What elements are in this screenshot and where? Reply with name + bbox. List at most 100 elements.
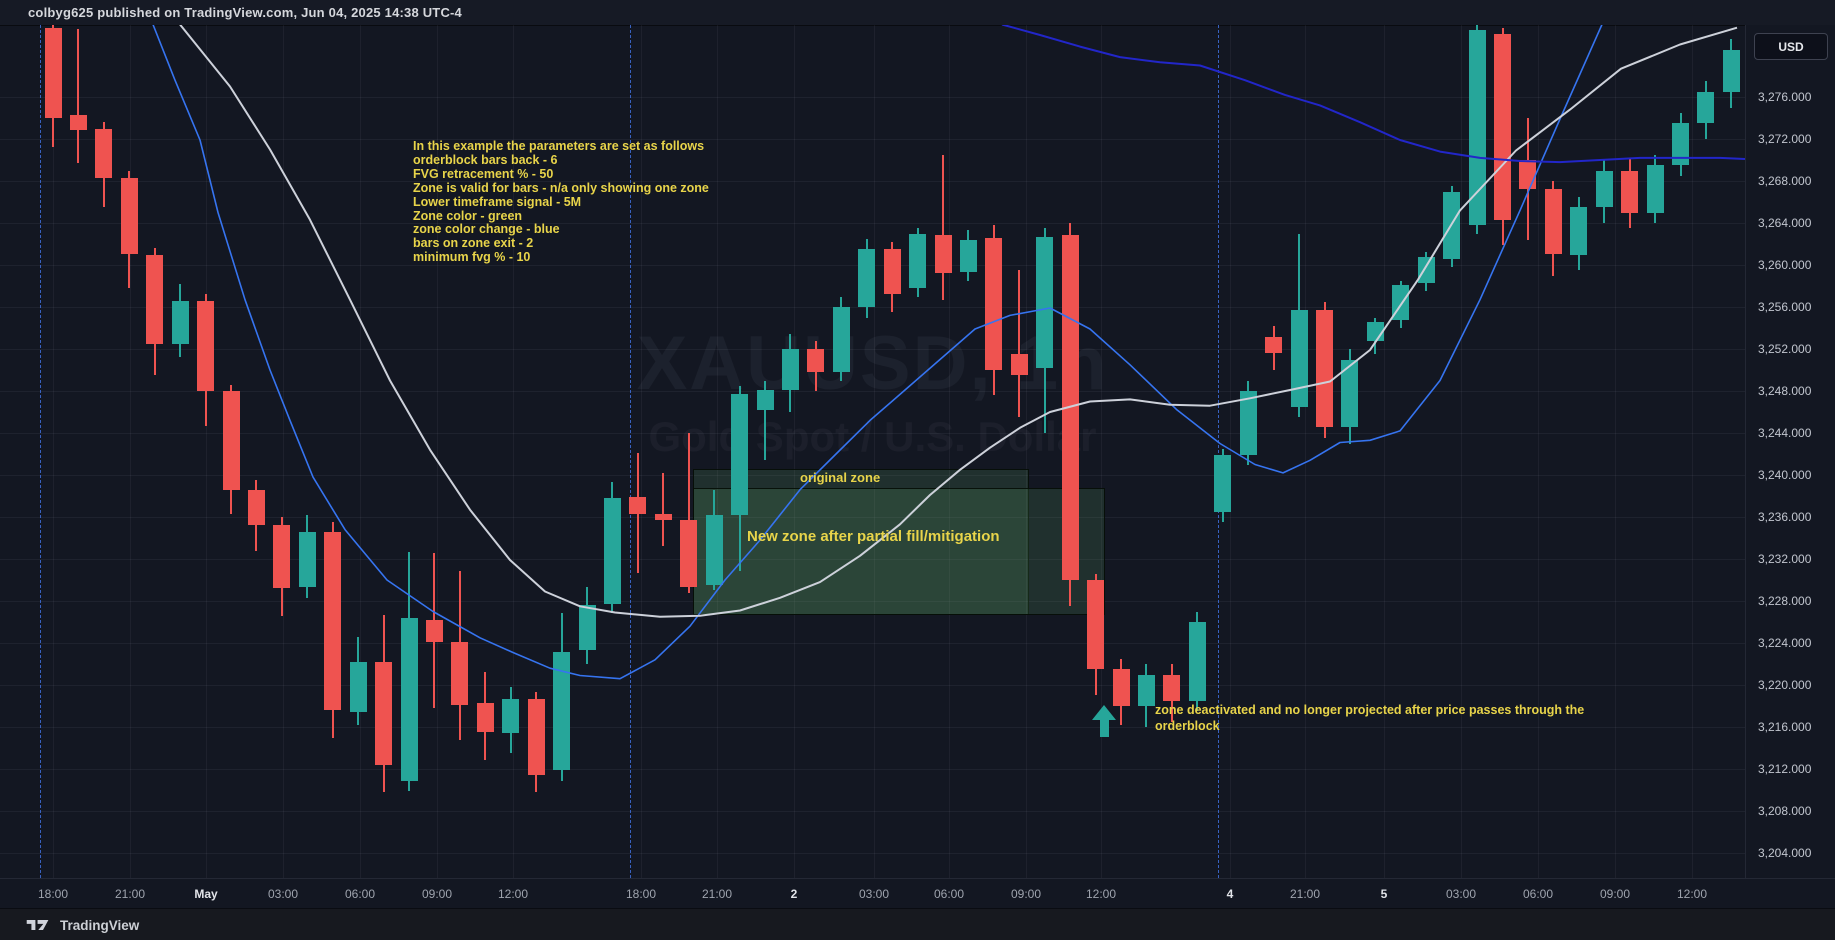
time-gridline bbox=[1538, 25, 1539, 878]
candle-body bbox=[1672, 123, 1690, 166]
candle-body bbox=[1544, 189, 1562, 255]
up-arrow-head bbox=[1092, 705, 1116, 720]
candle-body bbox=[1646, 165, 1664, 213]
candle-body bbox=[69, 114, 87, 130]
candle-body bbox=[731, 394, 749, 515]
price-axis[interactable]: USD 3,276.000 3,272.000 3,268.000 3,264.000… bbox=[1745, 25, 1835, 878]
watermark-symbol: XAUUSD, 1h bbox=[636, 321, 1109, 406]
parameter-line: FVG retracement % - 50 bbox=[413, 166, 554, 181]
time-axis-label: 2 bbox=[790, 887, 798, 901]
price-axis-label: 3,260.000 bbox=[1758, 258, 1812, 272]
up-arrow-marker[interactable] bbox=[1092, 705, 1116, 737]
candle-body bbox=[1265, 337, 1283, 354]
candle-body bbox=[654, 513, 672, 521]
candle-body bbox=[476, 702, 494, 733]
tradingview-logo[interactable] bbox=[26, 917, 52, 933]
price-gridline bbox=[0, 727, 1745, 728]
candle-body bbox=[1494, 34, 1511, 220]
time-gridline bbox=[1305, 25, 1306, 878]
candle-wick bbox=[942, 154, 945, 300]
candle-body bbox=[95, 128, 113, 178]
publish-banner-text: colbyg625 published on TradingView.com, … bbox=[28, 5, 462, 20]
tradingview-brand[interactable]: TradingView bbox=[60, 917, 140, 933]
deactivation-note-line2: orderblock bbox=[1155, 718, 1220, 733]
candle-body bbox=[1112, 669, 1130, 706]
price-axis-label: 3,212.000 bbox=[1758, 762, 1812, 776]
candle-body bbox=[425, 619, 443, 642]
time-axis-label: 18:00 bbox=[37, 887, 69, 901]
time-axis-label: 12:00 bbox=[1085, 887, 1117, 901]
long-ma-darkblue bbox=[1001, 25, 1745, 164]
time-gridline bbox=[360, 25, 361, 878]
candle-body bbox=[807, 349, 825, 373]
price-gridline bbox=[0, 307, 1745, 308]
candle-body bbox=[1163, 674, 1181, 701]
price-axis-label: 3,228.000 bbox=[1758, 594, 1812, 608]
candle-body bbox=[197, 300, 215, 391]
candle-wick bbox=[1018, 270, 1021, 418]
candle-body bbox=[1621, 170, 1639, 213]
price-axis-label: 3,256.000 bbox=[1758, 300, 1812, 314]
time-gridline bbox=[1101, 25, 1102, 878]
parameter-line: Lower timeframe signal - 5M bbox=[413, 194, 582, 209]
price-axis-label: 3,248.000 bbox=[1758, 384, 1812, 398]
price-axis-label: 3,240.000 bbox=[1758, 468, 1812, 482]
candle-body bbox=[1239, 391, 1257, 456]
candle-body bbox=[909, 233, 927, 289]
candle-body bbox=[756, 389, 774, 410]
price-axis-label: 3,236.000 bbox=[1758, 510, 1812, 524]
deactivation-note-line1: zone deactivated and no longer projected… bbox=[1155, 703, 1585, 717]
candle-body bbox=[883, 249, 901, 295]
candle-body bbox=[502, 698, 520, 734]
publish-banner: colbyg625 published on TradingView.com, … bbox=[0, 0, 1835, 26]
price-axis-label: 3,216.000 bbox=[1758, 720, 1812, 734]
candle-body bbox=[959, 239, 977, 273]
candle-body bbox=[1366, 321, 1384, 341]
candle-body bbox=[934, 234, 952, 274]
candle-wick bbox=[77, 28, 80, 164]
time-gridline bbox=[1461, 25, 1462, 878]
time-axis[interactable]: 18:00 21:00 May 03:00 06:00 09:00 12:00 18:00 21… bbox=[0, 878, 1835, 909]
currency-unit-badge[interactable]: USD bbox=[1754, 33, 1828, 60]
candle-body bbox=[1519, 160, 1537, 190]
time-axis-label: 06:00 bbox=[344, 887, 376, 901]
candle-body bbox=[705, 514, 723, 586]
price-gridline bbox=[0, 643, 1745, 644]
candle-body bbox=[1061, 234, 1079, 580]
time-axis-label: 03:00 bbox=[1445, 887, 1477, 901]
time-gridline bbox=[53, 25, 54, 878]
price-axis-label: 3,276.000 bbox=[1758, 90, 1812, 104]
price-axis-label: 3,232.000 bbox=[1758, 552, 1812, 566]
candle-body bbox=[1443, 191, 1461, 259]
candle-wick bbox=[662, 472, 665, 547]
time-axis-label: 12:00 bbox=[497, 887, 529, 901]
candle-body bbox=[247, 489, 265, 526]
candle-body bbox=[1188, 622, 1206, 701]
candle-body bbox=[120, 177, 138, 255]
footer-bar: TradingView bbox=[0, 908, 1835, 940]
candle-body bbox=[781, 349, 799, 390]
price-axis-label: 3,208.000 bbox=[1758, 804, 1812, 818]
deactivation-note: zone deactivated and no longer projected… bbox=[1155, 703, 1584, 734]
candle-body bbox=[1316, 310, 1333, 427]
time-gridline bbox=[949, 25, 950, 878]
price-gridline bbox=[0, 433, 1745, 434]
chart-area[interactable]: XAUUSD, 1h Gold Spot / U.S. Dollar In th… bbox=[0, 25, 1745, 878]
candle-body bbox=[1137, 674, 1155, 706]
time-axis-label: 5 bbox=[1380, 887, 1388, 901]
candle-body bbox=[1697, 91, 1715, 124]
price-gridline bbox=[0, 349, 1745, 350]
parameter-line: zone color change - blue bbox=[413, 222, 560, 237]
candle-body bbox=[680, 520, 698, 588]
candle-body bbox=[858, 249, 876, 307]
candle-body bbox=[603, 498, 621, 605]
candle-body bbox=[146, 254, 164, 344]
candle-body bbox=[832, 307, 850, 373]
candle-body bbox=[985, 237, 1003, 370]
time-gridline bbox=[794, 25, 795, 878]
candle-body bbox=[629, 497, 647, 514]
price-gridline bbox=[0, 811, 1745, 812]
candle-body bbox=[527, 698, 545, 776]
price-gridline bbox=[0, 769, 1745, 770]
